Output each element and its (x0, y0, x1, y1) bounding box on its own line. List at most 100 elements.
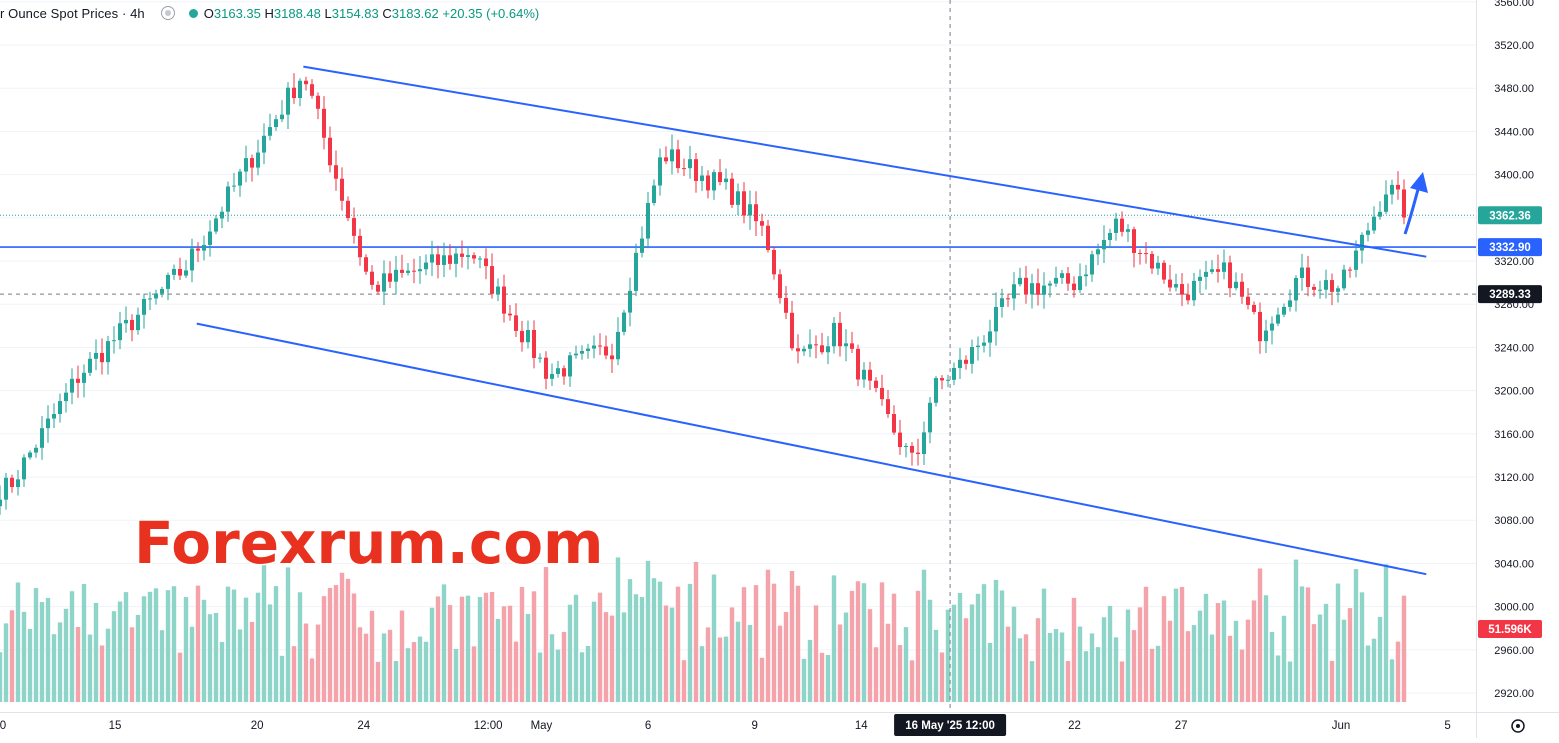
y-tick-label: 3000.00 (1494, 602, 1534, 614)
volume-bar (957, 592, 963, 702)
candle-body (520, 330, 524, 343)
candle-body (724, 178, 728, 183)
candle (1222, 249, 1226, 280)
candle-body (1078, 276, 1082, 291)
volume-bar (15, 582, 21, 702)
market-status-icon (188, 8, 198, 18)
candle (178, 257, 182, 281)
candle-body (370, 271, 374, 285)
candle-body (820, 345, 824, 353)
candle-body (808, 344, 812, 349)
candle-body (1300, 267, 1304, 278)
candle (646, 191, 650, 249)
candle (1234, 272, 1238, 291)
volume-bar (711, 574, 717, 702)
candle (868, 361, 872, 390)
candle (1174, 273, 1178, 292)
candle-body (544, 357, 548, 379)
volume-bar (759, 657, 765, 702)
candle-body (232, 185, 236, 187)
symbol-title[interactable]: r Ounce Spot Prices · 4h (0, 5, 145, 21)
candle (838, 311, 842, 357)
last-price-label-bg (1478, 206, 1542, 225)
volume-bar (669, 607, 675, 702)
candle-body (568, 355, 572, 377)
candle-body (400, 269, 404, 273)
volume-bar (1251, 600, 1257, 702)
candle-body (1396, 184, 1400, 190)
candle-body (640, 238, 644, 253)
volume-bar (705, 627, 711, 702)
volume-bar (1023, 634, 1029, 702)
candle-body (1024, 277, 1028, 295)
volume-bar (1263, 595, 1269, 702)
x-tick-label: 9 (751, 720, 757, 732)
candle-body (334, 165, 338, 179)
volume-bar (765, 569, 771, 702)
candle-body (838, 322, 842, 347)
candle-body (742, 191, 746, 216)
candle (1018, 267, 1022, 287)
arrow-shaft (1403, 185, 1421, 235)
candle (340, 167, 344, 211)
candle (160, 286, 164, 298)
volume-bar (141, 596, 147, 702)
candle (976, 336, 980, 361)
lower-channel-trendline (196, 322, 1427, 576)
x-tick-label: 20 (251, 720, 264, 732)
eye-icon[interactable] (160, 6, 175, 20)
candle-body (934, 378, 938, 403)
volume-bar (1017, 638, 1023, 702)
candle-body (436, 254, 440, 265)
candle-body (814, 344, 818, 346)
volume-bar (567, 604, 573, 702)
candle (1300, 253, 1304, 291)
volume-bar (39, 602, 45, 702)
candle-body (850, 343, 854, 349)
candle-body (586, 348, 590, 351)
volume-bar (507, 605, 513, 702)
volume-bar (105, 628, 111, 702)
candle (1066, 266, 1070, 291)
candle-body (418, 269, 422, 272)
volume-bar (441, 584, 447, 702)
candle-body (1384, 194, 1388, 212)
candle-body (76, 378, 80, 383)
candle-body (352, 218, 356, 236)
candle (1168, 264, 1172, 292)
candle (862, 362, 866, 388)
candle-body (688, 159, 692, 169)
volume-bar (573, 594, 579, 702)
volume-bar (819, 652, 825, 702)
candle-body (856, 348, 860, 380)
crosshair-price-label-bg (1478, 285, 1542, 304)
candle-body (4, 477, 8, 500)
candle (1096, 243, 1100, 266)
candle (1378, 201, 1382, 220)
volume-bar (1371, 638, 1377, 702)
candle-body (946, 379, 950, 381)
volume-bar (369, 610, 375, 702)
candle (22, 454, 26, 487)
candle (232, 172, 236, 192)
volume-bar (537, 652, 543, 702)
candle-body (496, 286, 500, 294)
candle (1372, 206, 1376, 234)
candle-body (928, 402, 932, 433)
volume-bar (411, 642, 417, 702)
candle (910, 442, 914, 466)
volume-bar (789, 570, 795, 702)
candle (1120, 211, 1124, 237)
candle-body (460, 253, 464, 257)
x-tick-label: May (531, 720, 553, 732)
candle-body (1120, 218, 1124, 232)
candle-body (538, 357, 542, 359)
candle (520, 320, 524, 352)
volume-bar (675, 586, 681, 702)
volume-bar (285, 567, 291, 702)
candle (214, 215, 218, 235)
settings-gear-icon[interactable] (1511, 719, 1525, 733)
volume-bar (1041, 588, 1047, 702)
candle-body (886, 399, 890, 415)
